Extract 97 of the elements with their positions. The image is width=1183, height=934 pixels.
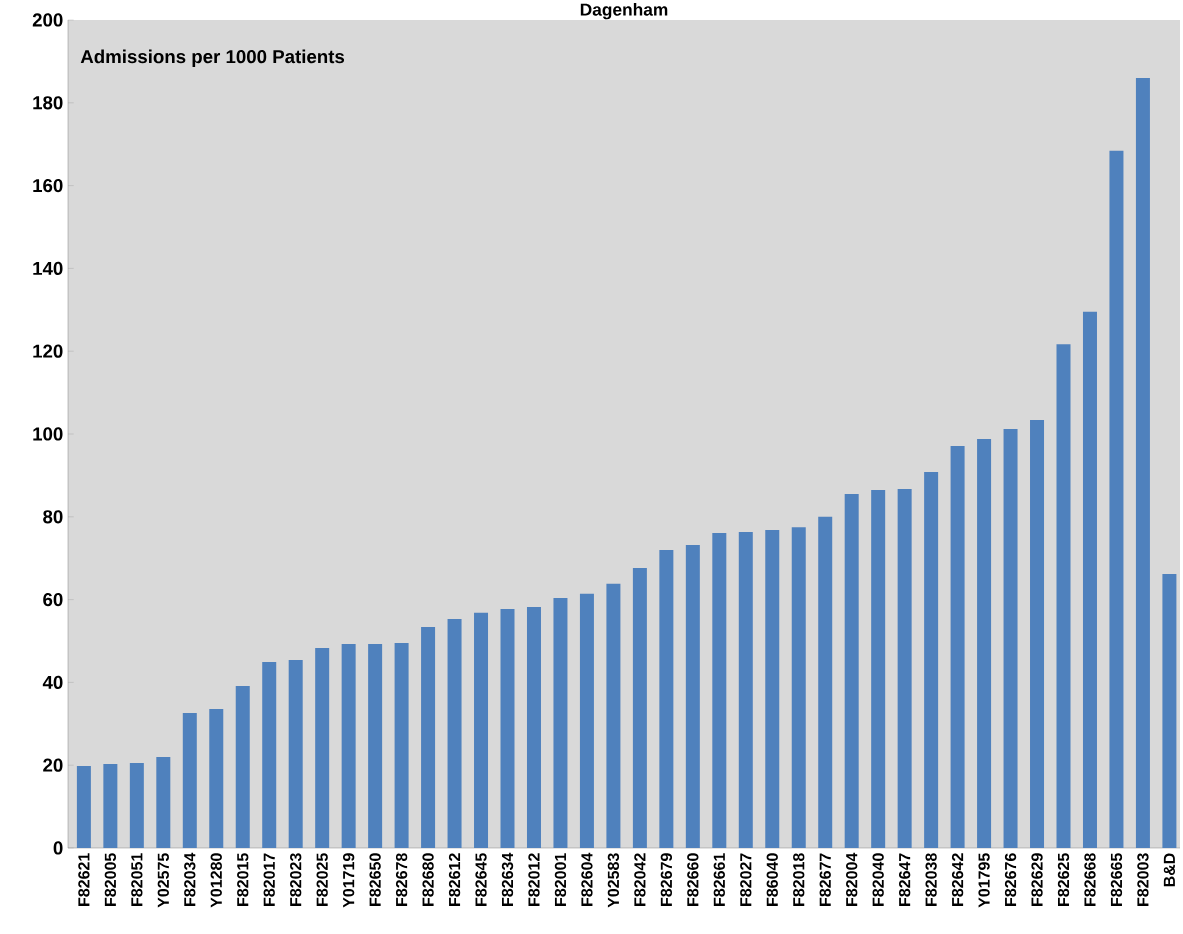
x-tick-label: F82051 — [131, 853, 143, 906]
bar — [368, 643, 383, 848]
y-tick-label: 60 — [43, 592, 63, 607]
bar — [606, 583, 621, 848]
y-tick-label: 80 — [43, 510, 63, 524]
x-tick-label: F82679 — [660, 853, 673, 906]
bar — [844, 494, 859, 848]
bar — [977, 438, 992, 848]
x-tick-label: F82038 — [925, 853, 937, 906]
x-tick-label: F82642 — [951, 853, 964, 906]
bar — [871, 489, 886, 848]
x-tick-label: F82017 — [263, 853, 275, 906]
x-tick-label: F82634 — [501, 852, 514, 906]
bar — [924, 472, 939, 848]
bar — [659, 549, 674, 848]
bar — [235, 686, 250, 848]
bar — [897, 489, 912, 848]
x-tick-label: F86040 — [766, 853, 778, 906]
y-tick-label: 200 — [32, 13, 63, 27]
bar — [738, 532, 753, 848]
x-tick-label: Y02583 — [607, 853, 620, 908]
y-tick-label: 120 — [33, 344, 63, 358]
x-tick-label: F82012 — [528, 853, 540, 906]
bar — [182, 713, 197, 848]
y-tick-label: 0 — [53, 841, 63, 855]
bar — [712, 532, 727, 848]
x-tick-label: Y02575 — [157, 853, 169, 908]
bar — [1162, 573, 1177, 848]
x-tick-label: Y01719 — [342, 853, 355, 908]
x-tick-label: F82001 — [554, 853, 567, 906]
bar — [103, 763, 118, 848]
bar — [315, 648, 330, 848]
x-tick-label: F82042 — [634, 853, 646, 906]
x-tick-label: F82647 — [898, 853, 911, 906]
bar — [76, 766, 91, 848]
bar — [765, 530, 780, 848]
x-tick-label: F82034 — [184, 852, 196, 906]
bar — [447, 619, 462, 848]
bar — [421, 626, 436, 848]
bar — [818, 516, 833, 848]
x-tick-label: B&D — [1163, 853, 1176, 887]
x-tick-label: F82027 — [740, 853, 752, 906]
y-tick-label: 20 — [43, 758, 63, 772]
y-tick-label: 140 — [33, 261, 63, 275]
x-tick-label: F82005 — [104, 853, 117, 906]
bar — [791, 527, 806, 848]
x-tick-label: F82650 — [369, 853, 381, 906]
bar — [500, 609, 515, 848]
bar — [685, 544, 700, 848]
x-tick-label: F82018 — [793, 853, 805, 906]
x-tick-label: F82625 — [1057, 853, 1070, 906]
bar — [262, 662, 277, 848]
bar — [288, 660, 303, 848]
bar — [950, 445, 965, 848]
bar — [156, 756, 171, 848]
x-tick-label: F82660 — [687, 853, 699, 906]
x-tick-label: F82668 — [1084, 853, 1096, 906]
bar — [1056, 344, 1071, 848]
x-tick-label: F82004 — [846, 852, 858, 906]
x-tick-label: F82680 — [422, 853, 434, 906]
x-tick-label: Y01280 — [210, 853, 222, 908]
bar — [129, 763, 144, 848]
chart-title: Dagenham — [580, 3, 668, 20]
y-tick-label: 100 — [33, 427, 63, 441]
bar — [341, 643, 356, 848]
bar — [526, 607, 541, 848]
x-tick-label: F82645 — [475, 853, 487, 906]
x-tick-label: F82621 — [78, 853, 90, 906]
bar — [474, 612, 489, 848]
x-tick-label: F82003 — [1137, 853, 1149, 906]
x-tick-label: F82604 — [581, 852, 593, 906]
x-tick-label: F82040 — [872, 853, 884, 906]
x-tick-label: F82661 — [713, 853, 725, 906]
x-tick-label: F82665 — [1110, 853, 1123, 906]
bar — [209, 708, 224, 848]
bar — [1135, 77, 1150, 848]
bar — [579, 593, 594, 848]
x-tick-label: F82676 — [1004, 853, 1017, 906]
x-tick-label: F82023 — [290, 853, 302, 906]
y-tick-label: 160 — [33, 178, 63, 193]
x-tick-label: Y01795 — [978, 853, 990, 908]
x-tick-label: F82015 — [237, 853, 249, 906]
bar — [1003, 429, 1018, 848]
bar — [1082, 311, 1097, 848]
x-tick-label: F82677 — [819, 853, 831, 906]
bar — [1030, 419, 1045, 848]
annotation: Admissions per 1000 Patients — [80, 49, 345, 67]
y-tick-label: 40 — [42, 675, 63, 689]
bar — [394, 643, 409, 848]
x-tick-label: F82025 — [316, 853, 328, 906]
x-tick-label: F82629 — [1031, 853, 1043, 906]
bar — [1109, 150, 1124, 848]
bar — [632, 568, 647, 848]
x-tick-label: F82612 — [448, 853, 461, 906]
x-tick-label: F82678 — [395, 853, 408, 906]
y-tick-label: 180 — [33, 96, 63, 110]
bar — [553, 597, 568, 848]
